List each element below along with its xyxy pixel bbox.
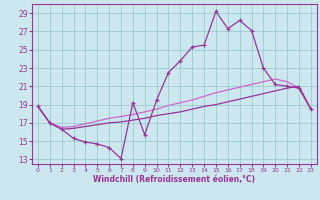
X-axis label: Windchill (Refroidissement éolien,°C): Windchill (Refroidissement éolien,°C) <box>93 175 255 184</box>
